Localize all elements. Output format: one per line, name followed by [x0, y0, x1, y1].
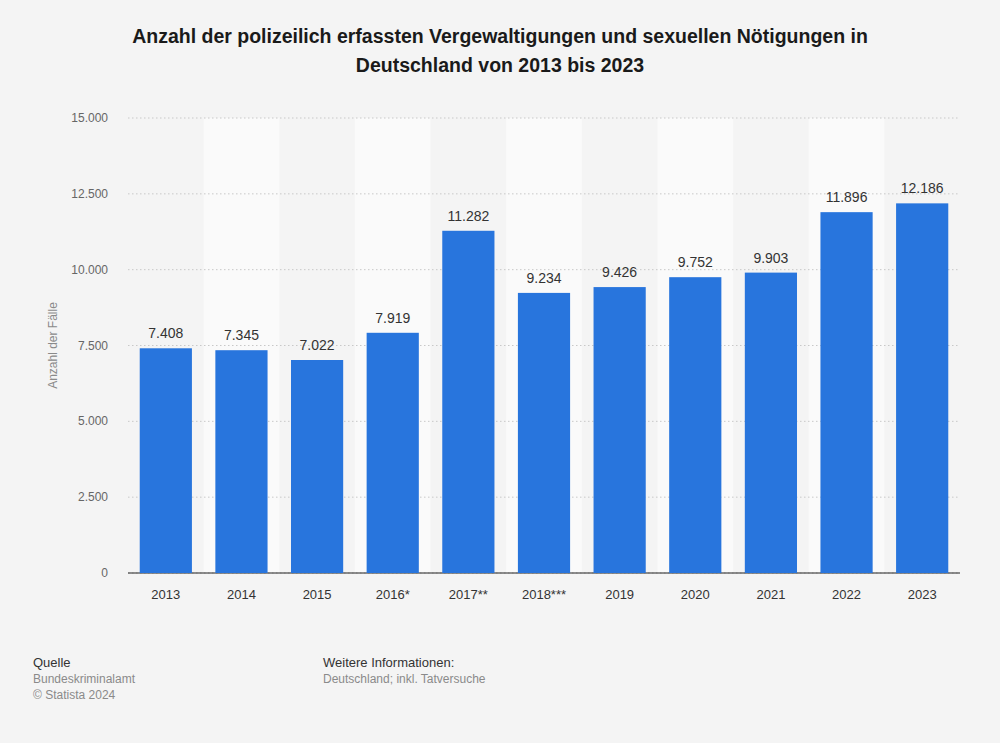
- bar: [442, 231, 494, 573]
- y-tick-label: 10.000: [71, 263, 108, 277]
- data-label: 9.903: [753, 250, 788, 266]
- x-tick-label: 2019: [605, 587, 634, 602]
- x-tick-label: 2021: [756, 587, 785, 602]
- column-band: [506, 118, 582, 573]
- x-tick-label: 2022: [832, 587, 861, 602]
- data-label: 9.426: [602, 264, 637, 280]
- y-axis-label: Anzahl der Fälle: [46, 302, 60, 389]
- x-tick-label: 2015: [303, 587, 332, 602]
- bar: [291, 360, 343, 573]
- y-tick-label: 0: [101, 566, 108, 580]
- source-block: QuelleBundeskriminalamt© Statista 2024: [33, 655, 135, 703]
- bar: [215, 350, 267, 573]
- x-tick-label: 2023: [908, 587, 937, 602]
- data-label: 7.022: [300, 337, 335, 353]
- y-tick-label: 5.000: [78, 414, 108, 428]
- y-tick-label: 12.500: [71, 187, 108, 201]
- data-label: 11.282: [447, 208, 489, 224]
- y-tick-label: 15.000: [71, 111, 108, 125]
- bar: [896, 203, 948, 573]
- source-text: Bundeskriminalamt: [33, 671, 135, 687]
- x-tick-label: 2014: [227, 587, 256, 602]
- x-tick-label: 2020: [681, 587, 710, 602]
- chart-title: Anzahl der polizeilich erfassten Vergewa…: [80, 22, 920, 80]
- bar: [594, 287, 646, 573]
- x-tick-label: 2013: [151, 587, 180, 602]
- bars: [140, 203, 949, 573]
- y-tick-label: 2.500: [78, 490, 108, 504]
- data-label: 7.408: [148, 325, 183, 341]
- data-label: 11.896: [826, 189, 868, 205]
- info-text: Deutschland; inkl. Tatversuche: [323, 671, 486, 687]
- x-tick-label: 2016*: [376, 587, 410, 602]
- source-heading: Quelle: [33, 655, 135, 671]
- info-heading: Weitere Informationen:: [323, 655, 486, 671]
- y-tick-label: 7.500: [78, 339, 108, 353]
- data-label: 9.752: [678, 254, 713, 270]
- data-label: 7.919: [375, 310, 410, 326]
- copyright-text: © Statista 2024: [33, 687, 135, 703]
- bar: [140, 348, 192, 573]
- bar: [367, 333, 419, 573]
- info-block: Weitere Informationen:Deutschland; inkl.…: [323, 655, 486, 687]
- column-band: [355, 118, 431, 573]
- grid-line: [128, 118, 960, 119]
- data-label: 12.186: [901, 180, 944, 196]
- x-tick-label: 2018***: [522, 587, 566, 602]
- bar: [820, 212, 872, 573]
- x-tick-label: 2017**: [449, 587, 488, 602]
- data-label: 9.234: [526, 270, 561, 286]
- bar: [745, 273, 797, 573]
- bar: [669, 277, 721, 573]
- data-label: 7.345: [224, 327, 259, 343]
- chart-svg: 0 2.500 5.000 7.500 10.000 12.500 15.000 Anzahl…: [0, 0, 1000, 743]
- bar: [518, 293, 570, 573]
